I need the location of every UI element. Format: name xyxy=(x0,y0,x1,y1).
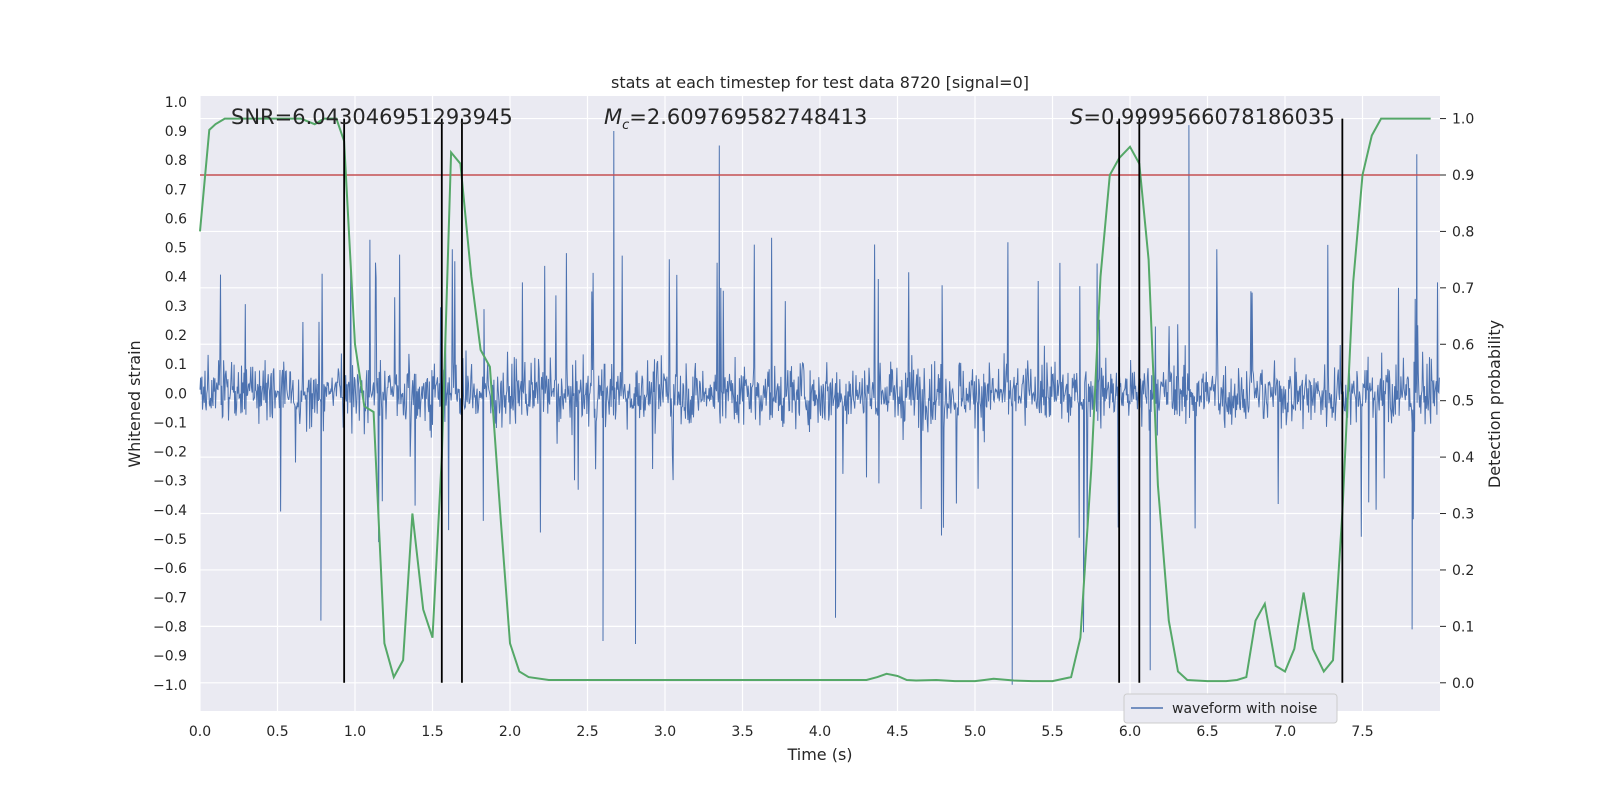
y-left-tick-label: −0.5 xyxy=(153,532,187,548)
y-right-tick-label: 0.6 xyxy=(1452,337,1474,353)
x-tick-label: 2.5 xyxy=(576,724,598,740)
x-tick-label: 1.5 xyxy=(421,724,443,740)
chart-title: stats at each timestep for test data 872… xyxy=(611,73,1029,92)
x-tick-label: 6.0 xyxy=(1119,724,1141,740)
x-tick-label: 6.5 xyxy=(1196,724,1218,740)
s-symbol: S xyxy=(1070,105,1083,129)
x-axis-label: Time (s) xyxy=(786,745,852,764)
x-tick-label: 2.0 xyxy=(499,724,521,740)
x-tick-label: 0.0 xyxy=(189,724,211,740)
legend: waveform with noise xyxy=(1123,693,1338,724)
vertical-lines xyxy=(343,118,1344,683)
y-left-tick-label: −0.2 xyxy=(153,445,187,461)
x-tick-label: 5.5 xyxy=(1041,724,1063,740)
y-left-tick-label: 0.2 xyxy=(165,328,187,344)
chirp-mass-subscript: c xyxy=(622,118,629,133)
y-right-tick-label: 0.7 xyxy=(1452,281,1474,297)
chirp-mass-symbol: M xyxy=(604,105,622,129)
y-left-tick-label: −0.7 xyxy=(153,590,187,606)
y-left-tick-label: −0.1 xyxy=(153,415,187,431)
snr-annotation: SNR=6.043046951293945 xyxy=(231,105,513,129)
legend-label-waveform: waveform with noise xyxy=(1172,701,1317,717)
y-right-tick-label: 1.0 xyxy=(1452,112,1474,128)
x-tick-label: 3.0 xyxy=(654,724,676,740)
detection-probability-line xyxy=(199,117,1431,683)
legend-box xyxy=(1123,693,1338,724)
y-left-tick-label: 0.1 xyxy=(165,357,187,373)
y-right-tick-label: 0.0 xyxy=(1452,676,1474,692)
y-right-tick-label: 0.3 xyxy=(1452,507,1474,523)
s-annotation: S=0.9999566078186035 xyxy=(1070,105,1335,129)
y-left-tick-label: 0.9 xyxy=(165,124,187,140)
x-tick-label: 4.5 xyxy=(886,724,908,740)
y-axis-label-left: Whitened strain xyxy=(125,340,144,467)
x-tick-label: 3.5 xyxy=(731,724,753,740)
y-right-tick-label: 0.2 xyxy=(1452,563,1474,579)
x-tick-label: 5.0 xyxy=(964,724,986,740)
y-left-tick-label: 0.8 xyxy=(165,153,187,169)
y-left-tick-label: 0.3 xyxy=(165,299,187,315)
y-left-tick-label: −0.4 xyxy=(153,503,187,519)
y-left-tick-label: 0.0 xyxy=(165,386,187,402)
y-left-tick-label: −0.6 xyxy=(153,561,187,577)
waveform-line xyxy=(199,125,1440,685)
y-left-tick-label: 1.0 xyxy=(165,95,187,111)
y-left-tick-label: 0.6 xyxy=(165,211,187,227)
y-right-tick-label: 0.5 xyxy=(1452,394,1474,410)
y-axis-label-right: Detection probability xyxy=(1485,320,1504,488)
tick-labels: 0.0 0.5 1.0 1.5 2.0 2.5 3.0 3.5 4.0 4.5 5.0 5.5 6.0 6… xyxy=(153,95,1474,740)
y-left-tick-label: −0.9 xyxy=(153,649,187,665)
x-tick-label: 4.0 xyxy=(809,724,831,740)
chirp-mass-annotation: Mc=2.609769582748413 xyxy=(604,105,867,133)
y-right-tick-label: 0.8 xyxy=(1452,224,1474,240)
y-left-tick-label: −1.0 xyxy=(153,678,187,694)
s-value: =0.9999566078186035 xyxy=(1083,105,1334,129)
x-tick-label: 1.0 xyxy=(344,724,366,740)
y-right-tick-label: 0.1 xyxy=(1452,619,1474,635)
y-right-tick-label: 0.4 xyxy=(1452,450,1474,466)
y-right-tick-label: 0.9 xyxy=(1452,168,1474,184)
x-tick-label: 0.5 xyxy=(266,724,288,740)
y-left-tick-label: 0.7 xyxy=(165,182,187,198)
detection-probability-layer xyxy=(199,117,1431,683)
y-left-tick-label: −0.3 xyxy=(153,474,187,490)
y-left-tick-label: 0.5 xyxy=(165,241,187,257)
x-tick-label: 7.5 xyxy=(1351,724,1373,740)
y-left-tick-label: −0.8 xyxy=(153,619,187,635)
waveform-with-noise-series xyxy=(199,125,1440,685)
x-tick-label: 7.0 xyxy=(1274,724,1296,740)
y-left-tick-label: 0.4 xyxy=(165,270,187,286)
chirp-mass-value: =2.609769582748413 xyxy=(629,105,867,129)
